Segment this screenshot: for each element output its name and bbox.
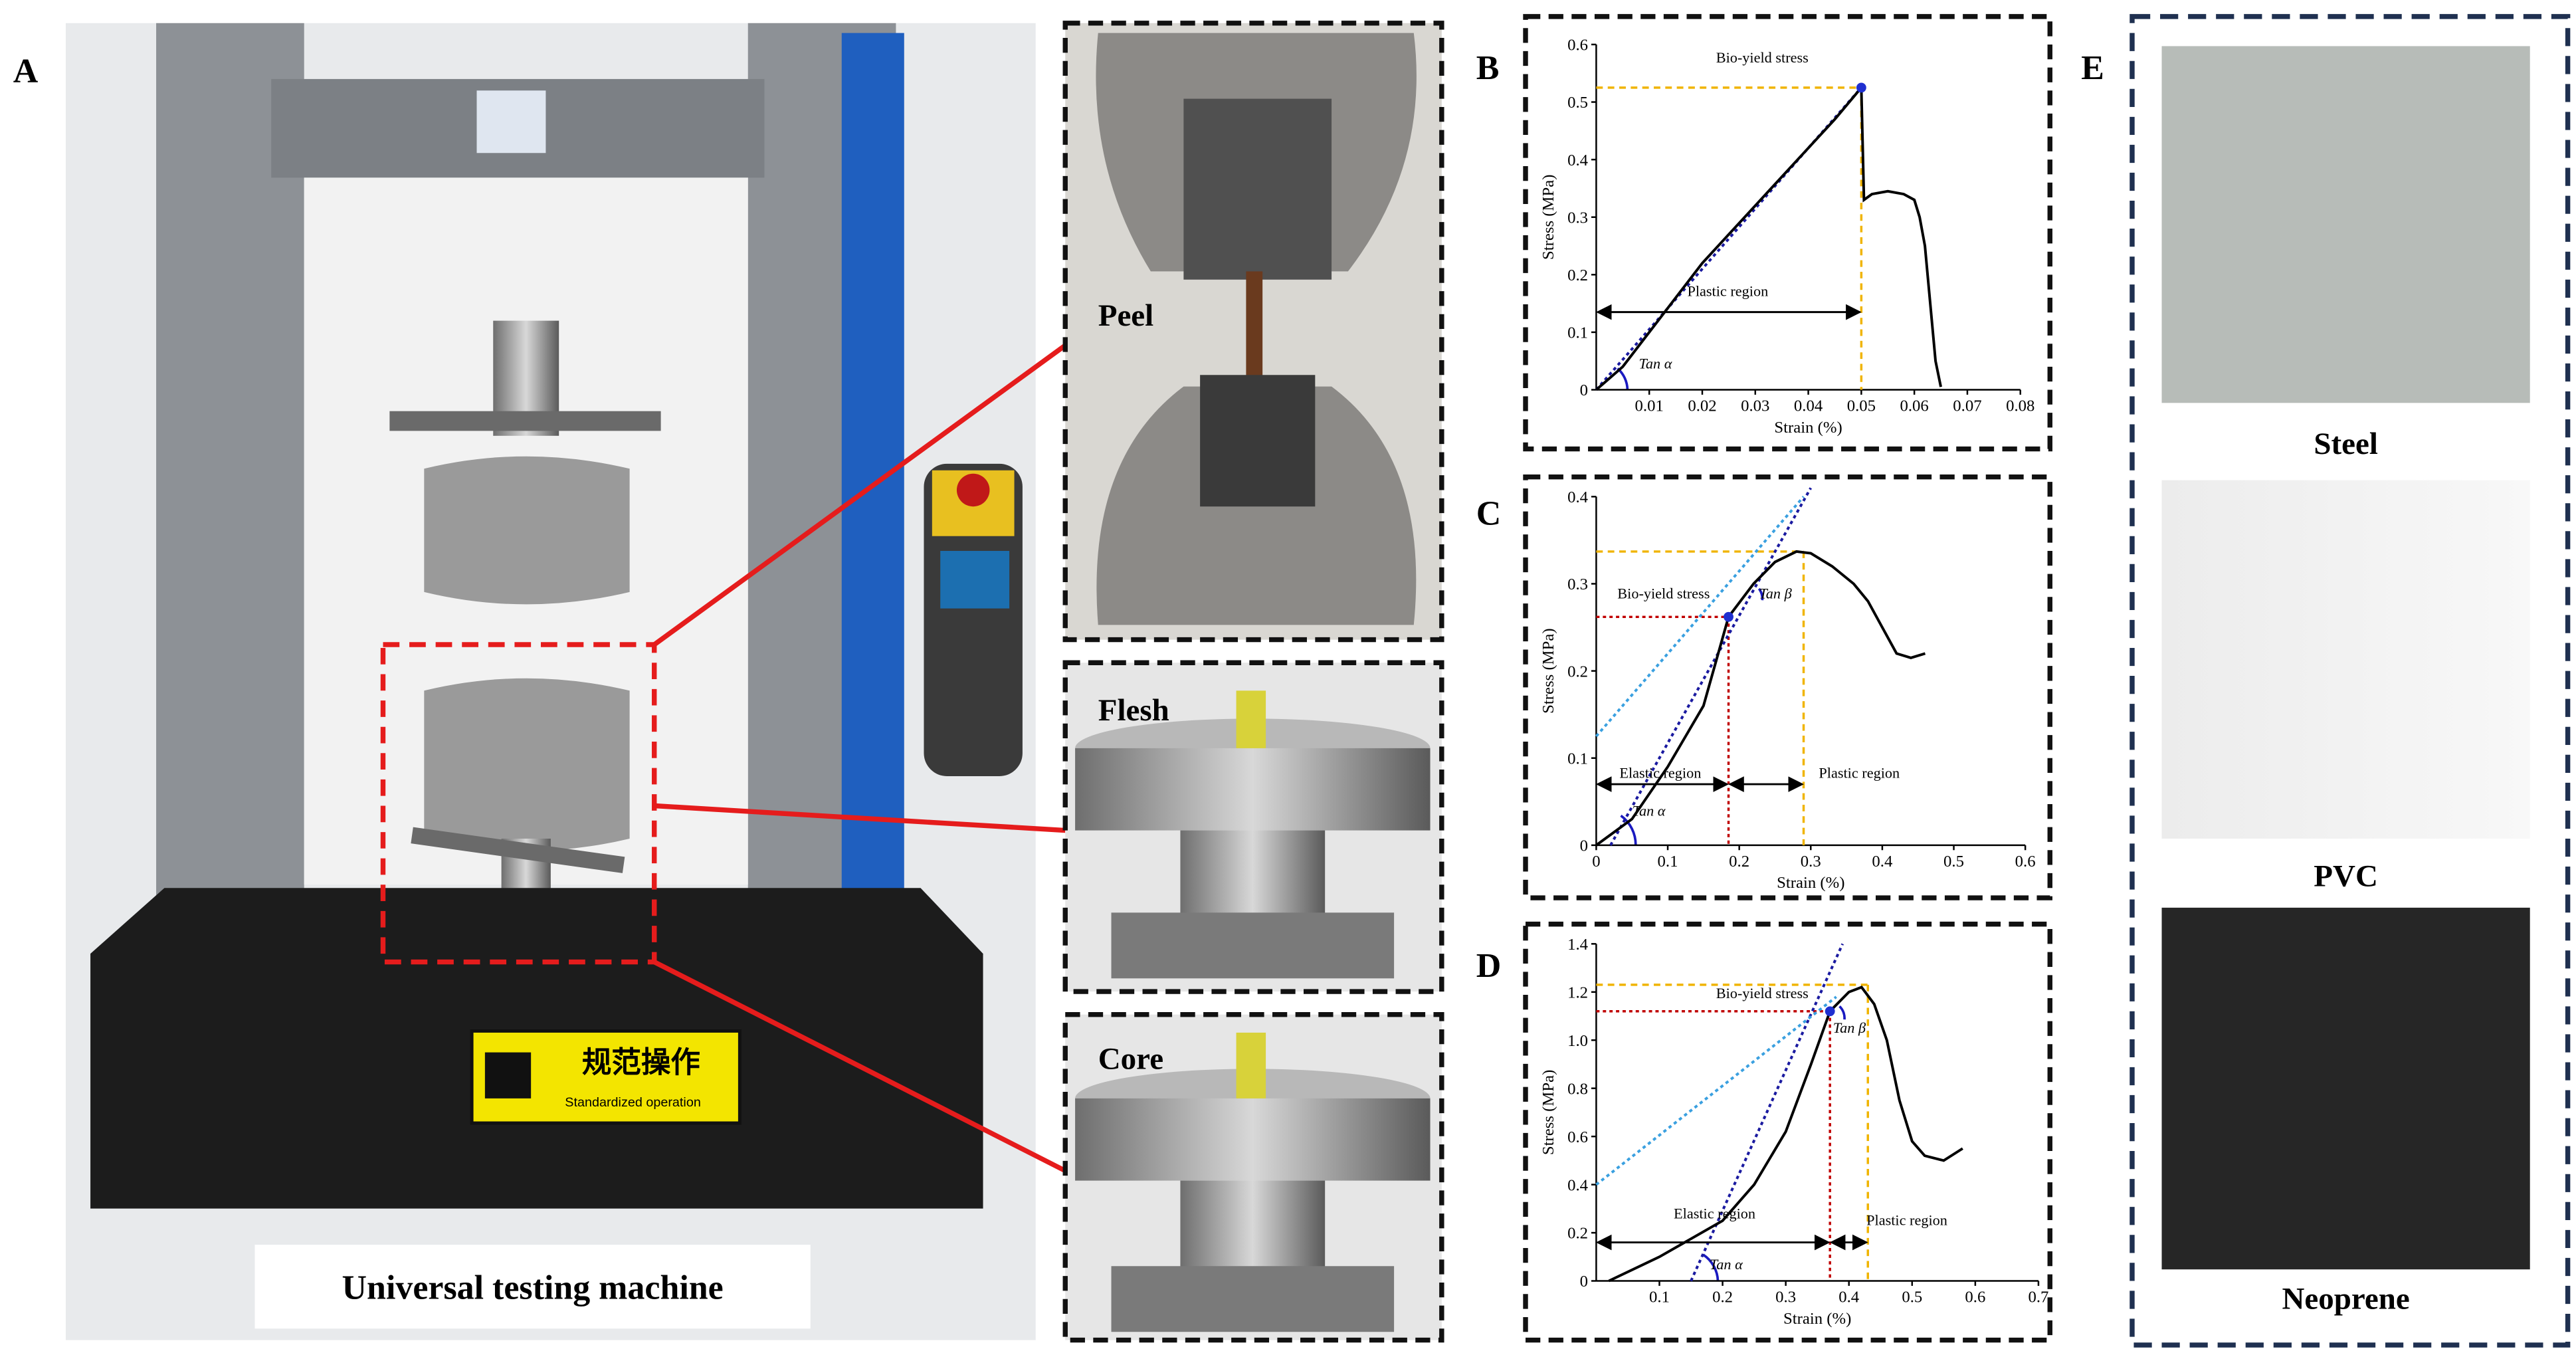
panel-label: E — [2081, 49, 2104, 87]
yield-point — [1856, 82, 1866, 93]
tangent-line — [1595, 995, 1837, 1186]
y-tick-label: 0.2 — [1567, 266, 1588, 284]
region-label: Elastic region — [1674, 1205, 1755, 1221]
stress-curve — [1595, 84, 1942, 391]
stress-curve — [1608, 986, 1963, 1283]
x-tick-label: 0.5 — [1902, 1289, 1922, 1306]
y-tick-label: 0.4 — [1567, 152, 1588, 169]
panel-label: C — [1476, 494, 1502, 532]
y-tick-label: 0.8 — [1567, 1080, 1588, 1098]
x-tick-label: 0.07 — [1953, 397, 1981, 415]
x-tick-label: 0.4 — [1872, 853, 1892, 871]
panel-label: D — [1476, 947, 1502, 985]
y-tick-label: 0.2 — [1567, 1225, 1588, 1243]
tangent-line — [1595, 86, 1862, 391]
x-tick-label: 0.05 — [1847, 397, 1876, 415]
stress-curve — [1595, 550, 1926, 847]
annotation: Tan β — [1759, 585, 1792, 602]
materials-panel: Steel PVC Neoprene — [2130, 14, 2571, 1348]
chart-frames — [1523, 14, 2052, 1343]
yield-point — [1724, 611, 1734, 622]
sign-title: 规范操作 — [582, 1045, 700, 1079]
x-tick-label: 0.6 — [2015, 853, 2036, 871]
x-tick-label: 0.01 — [1635, 397, 1664, 415]
x-axis-label: Strain (%) — [1777, 874, 1844, 892]
y-axis-label: Stress (MPa) — [1539, 628, 1557, 713]
x-tick-label: 0.3 — [1801, 853, 1821, 871]
x-axis-label: Strain (%) — [1774, 419, 1842, 437]
angle-arcs — [1617, 367, 1846, 1281]
y-axis-label: Stress (MPa) — [1539, 1070, 1557, 1155]
x-tick-label: 0 — [1592, 853, 1600, 871]
tangent-line — [1609, 487, 1813, 846]
region-label: Plastic region — [1866, 1211, 1947, 1228]
y-tick-label: 0.5 — [1567, 94, 1588, 112]
y-tick-label: 0.6 — [1567, 37, 1588, 54]
region-label: Plastic region — [1819, 764, 1900, 781]
x-tick-label: 0.1 — [1649, 1289, 1670, 1306]
annotation: Tan α — [1633, 802, 1666, 819]
x-tick-label: 0.5 — [1943, 853, 1964, 871]
flesh-photo: Flesh — [1062, 660, 1444, 994]
tangent-line — [1595, 496, 1805, 738]
x-tick-label: 0.08 — [2006, 397, 2034, 415]
x-tick-label: 0.4 — [1838, 1289, 1859, 1306]
x-tick-label: 0.02 — [1688, 397, 1716, 415]
peel-photo: Peel — [1062, 21, 1444, 643]
material-label: Steel — [2314, 427, 2378, 461]
x-tick-label: 0.2 — [1729, 853, 1749, 871]
annotation: Tan β — [1833, 1019, 1866, 1036]
core-photo: Core — [1062, 1011, 1444, 1343]
y-tick-label: 1.0 — [1567, 1032, 1588, 1050]
x-tick-label: 0.1 — [1658, 853, 1678, 871]
x-tick-label: 0.6 — [1965, 1289, 1985, 1306]
y-tick-label: 0.3 — [1567, 575, 1588, 593]
annotation: Tan α — [1710, 1256, 1743, 1273]
machine-label: Universal testing machine — [342, 1269, 724, 1307]
annotation: Bio-yield stress — [1716, 985, 1809, 1001]
annotation: Tan α — [1639, 355, 1673, 371]
x-tick-label: 0.3 — [1775, 1289, 1796, 1306]
y-tick-label: 0.1 — [1567, 750, 1588, 768]
panel-label: A — [13, 52, 39, 90]
material-label: Neoprene — [2282, 1282, 2409, 1316]
region-label: Plastic region — [1687, 282, 1768, 299]
zoom-lines — [652, 343, 1067, 1174]
yield-point — [1825, 1006, 1835, 1017]
x-tick-label: 0.04 — [1794, 397, 1823, 415]
material-label: PVC — [2314, 859, 2378, 894]
x-tick-label: 0.2 — [1712, 1289, 1733, 1306]
y-tick-label: 0.4 — [1567, 1176, 1588, 1194]
y-tick-label: 0.4 — [1567, 488, 1588, 506]
y-tick-label: 1.2 — [1567, 984, 1588, 1001]
machine-photo: 规范操作 Standardized operation Universal te… — [65, 23, 1036, 1340]
y-tick-label: 0.3 — [1567, 209, 1588, 227]
photo-label: Core — [1098, 1041, 1163, 1076]
y-tick-label: 0.6 — [1567, 1128, 1588, 1146]
y-tick-label: 0 — [1580, 381, 1588, 399]
y-axis-label: Stress (MPa) — [1539, 174, 1557, 259]
region-label: Elastic region — [1619, 764, 1701, 781]
y-tick-label: 0 — [1580, 1273, 1588, 1291]
annotation: Bio-yield stress — [1617, 585, 1710, 602]
x-tick-label: 0.03 — [1741, 397, 1769, 415]
x-axis-label: Strain (%) — [1783, 1310, 1851, 1328]
annotation: Bio-yield stress — [1716, 49, 1809, 66]
y-tick-label: 1.4 — [1567, 936, 1588, 954]
y-tick-label: 0.2 — [1567, 663, 1588, 680]
panel-label: B — [1476, 49, 1500, 87]
sign-subtitle: Standardized operation — [565, 1095, 701, 1110]
x-tick-label: 0.06 — [1900, 397, 1929, 415]
y-tick-label: 0 — [1580, 837, 1588, 855]
zoom-box — [380, 642, 657, 965]
photo-label: Flesh — [1098, 693, 1169, 728]
photo-label: Peel — [1098, 298, 1154, 333]
y-tick-label: 0.1 — [1567, 324, 1588, 342]
x-tick-label: 0.7 — [2028, 1289, 2048, 1306]
